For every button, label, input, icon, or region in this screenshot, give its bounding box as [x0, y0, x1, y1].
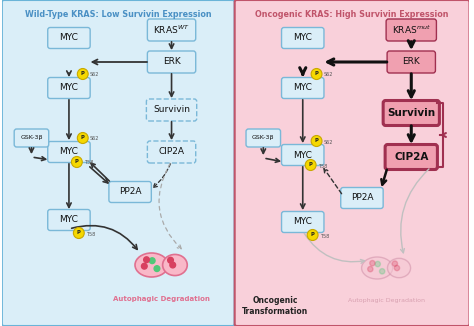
- Text: Autophagic Degradation: Autophagic Degradation: [348, 298, 425, 303]
- Text: T58: T58: [318, 164, 327, 169]
- Circle shape: [72, 156, 82, 168]
- FancyBboxPatch shape: [48, 141, 90, 162]
- Text: CIP2A: CIP2A: [394, 152, 428, 162]
- Text: P: P: [315, 71, 319, 76]
- Text: ERK: ERK: [402, 57, 420, 67]
- Text: MYC: MYC: [293, 217, 312, 227]
- Text: Oncogenic
Transformation: Oncogenic Transformation: [242, 296, 308, 316]
- Circle shape: [370, 260, 375, 266]
- Circle shape: [305, 159, 316, 170]
- Text: S62: S62: [323, 72, 333, 78]
- Circle shape: [392, 261, 398, 266]
- Text: T58: T58: [84, 160, 93, 166]
- Ellipse shape: [135, 253, 168, 277]
- FancyBboxPatch shape: [282, 78, 324, 98]
- Circle shape: [368, 266, 373, 272]
- Text: P: P: [75, 159, 79, 164]
- Text: KRAS$^{WT}$: KRAS$^{WT}$: [153, 24, 190, 36]
- Text: S62: S62: [323, 140, 333, 144]
- FancyBboxPatch shape: [146, 99, 197, 121]
- Text: P: P: [77, 230, 81, 235]
- Circle shape: [149, 258, 155, 263]
- FancyBboxPatch shape: [147, 141, 196, 163]
- FancyBboxPatch shape: [282, 27, 324, 49]
- Text: P: P: [309, 162, 312, 167]
- Text: GSK-3β: GSK-3β: [20, 136, 43, 141]
- Text: KRAS$^{mut}$: KRAS$^{mut}$: [392, 24, 431, 36]
- Ellipse shape: [387, 258, 410, 278]
- FancyBboxPatch shape: [14, 129, 49, 147]
- Text: GSK-3β: GSK-3β: [252, 136, 274, 141]
- Circle shape: [144, 257, 149, 263]
- Circle shape: [77, 132, 88, 143]
- Text: T58: T58: [319, 233, 329, 239]
- FancyBboxPatch shape: [246, 129, 281, 147]
- Text: MYC: MYC: [60, 34, 78, 42]
- Ellipse shape: [362, 257, 392, 279]
- Text: CIP2A: CIP2A: [158, 147, 184, 156]
- Text: P: P: [315, 138, 319, 143]
- Text: MYC: MYC: [293, 83, 312, 93]
- Text: MYC: MYC: [293, 34, 312, 42]
- Circle shape: [77, 68, 88, 80]
- FancyBboxPatch shape: [48, 27, 90, 49]
- Circle shape: [311, 68, 322, 80]
- Text: P: P: [81, 71, 85, 76]
- Text: PP2A: PP2A: [351, 194, 373, 202]
- FancyBboxPatch shape: [48, 78, 90, 98]
- FancyBboxPatch shape: [2, 0, 235, 326]
- Circle shape: [311, 136, 322, 146]
- Circle shape: [375, 261, 381, 267]
- Circle shape: [170, 262, 175, 268]
- Circle shape: [141, 263, 147, 269]
- FancyBboxPatch shape: [386, 19, 437, 41]
- FancyBboxPatch shape: [282, 144, 324, 166]
- Text: Survivin: Survivin: [153, 106, 190, 114]
- Ellipse shape: [163, 254, 187, 275]
- Text: Wild-Type KRAS: Low Survivin Expression: Wild-Type KRAS: Low Survivin Expression: [25, 10, 211, 19]
- Text: S62: S62: [90, 72, 99, 78]
- Text: MYC: MYC: [60, 215, 78, 225]
- Circle shape: [307, 230, 318, 241]
- Text: S62: S62: [90, 137, 99, 141]
- FancyBboxPatch shape: [147, 19, 196, 41]
- FancyBboxPatch shape: [48, 210, 90, 230]
- Text: MYC: MYC: [60, 83, 78, 93]
- FancyBboxPatch shape: [383, 100, 439, 126]
- Circle shape: [394, 265, 400, 271]
- Text: T58: T58: [86, 231, 95, 236]
- Text: Autophagic Degradation: Autophagic Degradation: [113, 296, 210, 302]
- Text: Oncogenic KRAS: High Survivin Expression: Oncogenic KRAS: High Survivin Expression: [255, 10, 449, 19]
- Text: MYC: MYC: [293, 151, 312, 159]
- Circle shape: [168, 257, 173, 263]
- Text: PP2A: PP2A: [119, 187, 141, 197]
- Text: Survivin: Survivin: [387, 108, 435, 118]
- FancyBboxPatch shape: [387, 51, 436, 73]
- Circle shape: [73, 228, 84, 239]
- FancyBboxPatch shape: [385, 144, 438, 170]
- Circle shape: [380, 269, 385, 274]
- FancyBboxPatch shape: [235, 0, 469, 326]
- FancyBboxPatch shape: [341, 187, 383, 209]
- Text: P: P: [81, 135, 85, 140]
- FancyBboxPatch shape: [147, 51, 196, 73]
- Text: ERK: ERK: [163, 57, 181, 67]
- FancyBboxPatch shape: [282, 212, 324, 232]
- Circle shape: [154, 266, 160, 272]
- Text: P: P: [310, 232, 315, 237]
- Text: MYC: MYC: [60, 147, 78, 156]
- FancyBboxPatch shape: [109, 182, 151, 202]
